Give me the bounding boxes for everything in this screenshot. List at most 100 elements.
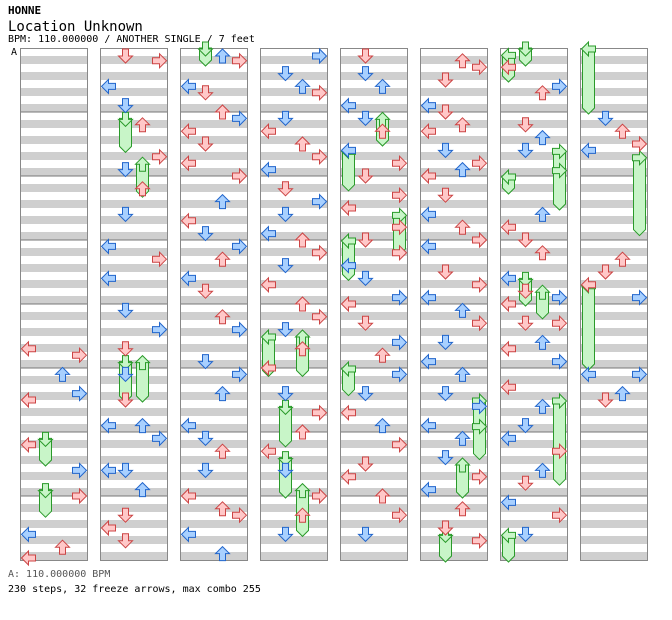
arrow-left-icon <box>340 468 356 486</box>
beat-stripe <box>500 104 568 112</box>
beat-stripe <box>340 88 408 96</box>
beat-stripe <box>580 440 648 448</box>
arrow-down-icon <box>597 392 614 408</box>
arrow-right-icon <box>392 186 408 204</box>
arrow-up-icon <box>374 78 391 94</box>
freeze-head-left-icon <box>580 40 596 58</box>
freeze-arrow <box>633 156 646 237</box>
freeze-head-right-icon <box>552 392 568 410</box>
beat-stripe <box>260 280 328 288</box>
beat-stripe <box>100 120 168 128</box>
freeze-head-down-icon <box>277 451 294 467</box>
beat-stripe <box>420 104 488 112</box>
arrow-down-icon <box>277 206 294 223</box>
arrow-left-icon <box>260 161 276 178</box>
beat-stripe <box>100 72 168 80</box>
chart-column-8 <box>580 48 648 561</box>
arrow-right-icon <box>72 487 88 505</box>
beat-stripe <box>180 536 248 544</box>
beat-stripe <box>180 136 248 144</box>
arrow-right-icon <box>392 506 408 524</box>
beat-stripe <box>100 440 168 448</box>
beat-stripe <box>580 216 648 224</box>
arrow-up-icon <box>134 417 151 434</box>
footer-stats-line: 230 steps, 32 freeze arrows, max combo 2… <box>8 584 261 595</box>
beat-stripe <box>180 248 248 256</box>
freeze-head-left-icon <box>500 168 516 186</box>
beat-stripe <box>260 136 328 144</box>
arrow-left-icon <box>180 154 196 172</box>
beat-stripe <box>180 216 248 224</box>
chart-column-2 <box>100 48 168 561</box>
beat-stripe <box>100 56 168 64</box>
beat-stripe <box>20 216 88 224</box>
beat-stripe <box>580 296 648 304</box>
arrow-up-icon <box>454 53 471 69</box>
beat-stripe <box>500 504 568 512</box>
beat-stripe <box>420 408 488 416</box>
beat-stripe <box>340 136 408 144</box>
arrow-right-icon <box>232 110 248 127</box>
beat-stripe <box>100 360 168 368</box>
arrow-left-icon <box>100 417 116 434</box>
freeze-head-down-icon <box>37 483 54 499</box>
beat-stripe <box>260 200 328 208</box>
beat-stripe <box>340 200 408 208</box>
beat-stripe <box>340 552 408 560</box>
arrow-down-icon <box>517 142 534 159</box>
beat-stripe <box>340 472 408 480</box>
column-frame <box>260 48 328 561</box>
beat-stripe <box>580 152 648 160</box>
arrow-up-icon <box>614 251 631 267</box>
arrow-down-icon <box>197 430 214 447</box>
chart-column-4 <box>260 48 328 561</box>
arrow-right-icon <box>632 135 648 153</box>
arrow-right-icon <box>392 154 408 172</box>
beat-stripe <box>580 536 648 544</box>
arrow-right-icon <box>472 154 488 172</box>
arrow-down-icon <box>437 187 454 203</box>
arrow-up-icon <box>214 443 231 459</box>
beat-stripe <box>100 552 168 560</box>
column-frame <box>20 48 88 561</box>
arrow-right-icon <box>552 78 568 95</box>
beat-stripe <box>180 552 248 560</box>
beat-stripe <box>180 520 248 528</box>
arrow-right-icon <box>152 430 168 447</box>
arrow-up-icon <box>374 123 391 139</box>
chart-column-6 <box>420 48 488 561</box>
arrow-right-icon <box>472 276 488 294</box>
beat-stripe <box>20 88 88 96</box>
arrow-left-icon <box>420 353 436 370</box>
arrow-up-icon <box>214 501 231 517</box>
beat-stripe <box>100 328 168 336</box>
arrow-right-icon <box>72 346 88 364</box>
arrow-down-icon <box>117 507 134 523</box>
freeze-head-down-icon <box>37 431 54 448</box>
arrow-left-icon <box>420 481 436 498</box>
beat-stripe <box>180 424 248 432</box>
freeze-head-left-icon <box>500 527 516 544</box>
arrow-left-icon <box>180 122 196 140</box>
arrow-left-icon <box>500 340 516 358</box>
arrow-down-icon <box>117 533 134 549</box>
beat-stripe <box>580 392 648 400</box>
arrow-right-icon <box>632 366 648 383</box>
arrow-down-icon <box>517 315 534 331</box>
beat-stripe <box>260 264 328 272</box>
freeze-arrow <box>39 437 52 467</box>
beat-stripe <box>100 200 168 208</box>
beat-stripe <box>20 552 88 560</box>
beat-stripe <box>340 520 408 528</box>
arrow-right-icon <box>392 218 408 236</box>
arrow-down-icon <box>517 232 534 248</box>
beat-stripe <box>180 312 248 320</box>
beat-stripe <box>180 56 248 64</box>
arrow-right-icon <box>152 250 168 268</box>
beat-stripe <box>500 136 568 144</box>
beat-stripe <box>260 328 328 336</box>
arrow-left-icon <box>580 142 596 159</box>
beat-stripe <box>20 456 88 464</box>
arrow-left-icon <box>580 366 596 383</box>
beat-stripe <box>580 264 648 272</box>
